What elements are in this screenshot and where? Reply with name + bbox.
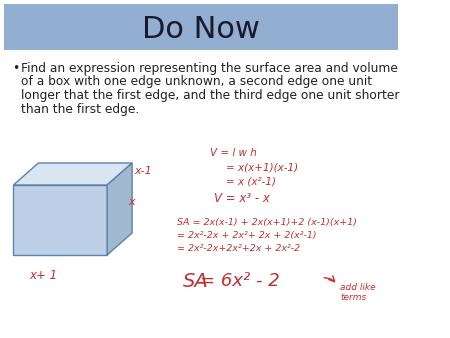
- Text: x: x: [129, 197, 135, 207]
- Text: Find an expression representing the surface area and volume: Find an expression representing the surf…: [22, 62, 398, 75]
- Text: = 6x² - 2: = 6x² - 2: [200, 272, 280, 290]
- Text: than the first edge.: than the first edge.: [22, 102, 140, 116]
- Text: longer that the first edge, and the third edge one unit shorter: longer that the first edge, and the thir…: [22, 89, 400, 102]
- Text: •: •: [13, 62, 20, 75]
- Text: add like
terms: add like terms: [340, 283, 376, 303]
- Text: = 2x²-2x + 2x²+ 2x + 2(x²-1): = 2x²-2x + 2x²+ 2x + 2(x²-1): [177, 231, 316, 240]
- Polygon shape: [14, 163, 132, 185]
- Text: = x(x+1)(x-1): = x(x+1)(x-1): [226, 162, 298, 172]
- Text: V = l w h: V = l w h: [210, 148, 256, 158]
- Text: x+ 1: x+ 1: [29, 269, 58, 282]
- Text: of a box with one edge unknown, a second edge one unit: of a box with one edge unknown, a second…: [22, 75, 373, 89]
- Text: V = x³ - x: V = x³ - x: [214, 192, 270, 205]
- Text: SA: SA: [183, 272, 209, 291]
- Text: SA = 2x(x-1) + 2x(x+1)+2 (x-1)(x+1): SA = 2x(x-1) + 2x(x+1)+2 (x-1)(x+1): [177, 218, 357, 227]
- Text: = x (x²-1): = x (x²-1): [226, 176, 276, 186]
- Text: x-1: x-1: [134, 166, 152, 176]
- Text: Do Now: Do Now: [142, 16, 260, 45]
- FancyBboxPatch shape: [4, 4, 398, 50]
- Polygon shape: [14, 185, 107, 255]
- Polygon shape: [107, 163, 132, 255]
- Text: = 2x²-2x+2x²+2x + 2x²-2: = 2x²-2x+2x²+2x + 2x²-2: [177, 244, 300, 253]
